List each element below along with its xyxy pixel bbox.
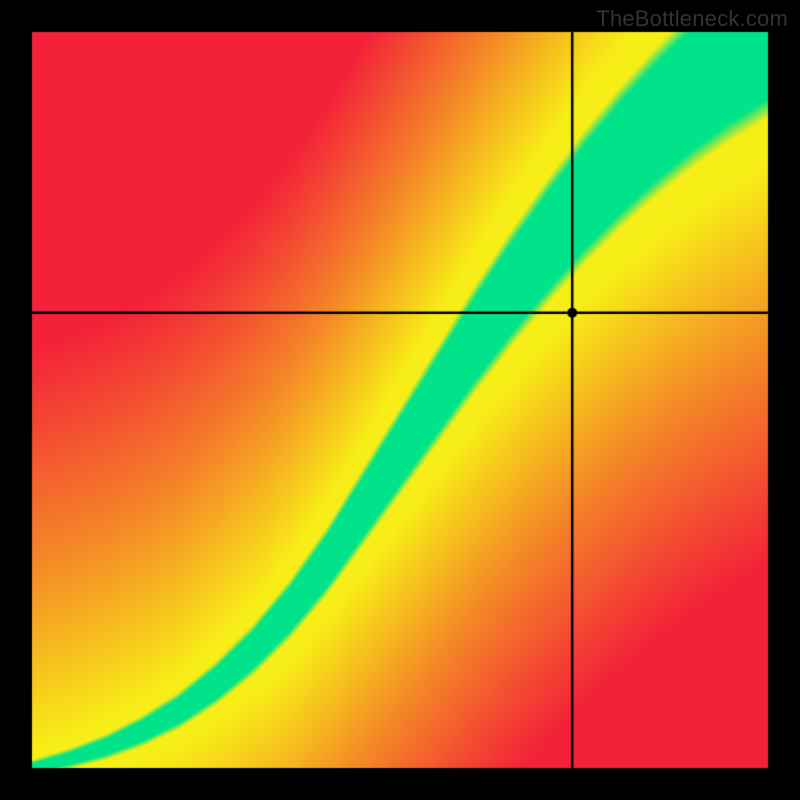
watermark-text: TheBottleneck.com	[596, 6, 788, 32]
root: TheBottleneck.com	[0, 0, 800, 800]
crosshair-overlay	[0, 0, 800, 800]
